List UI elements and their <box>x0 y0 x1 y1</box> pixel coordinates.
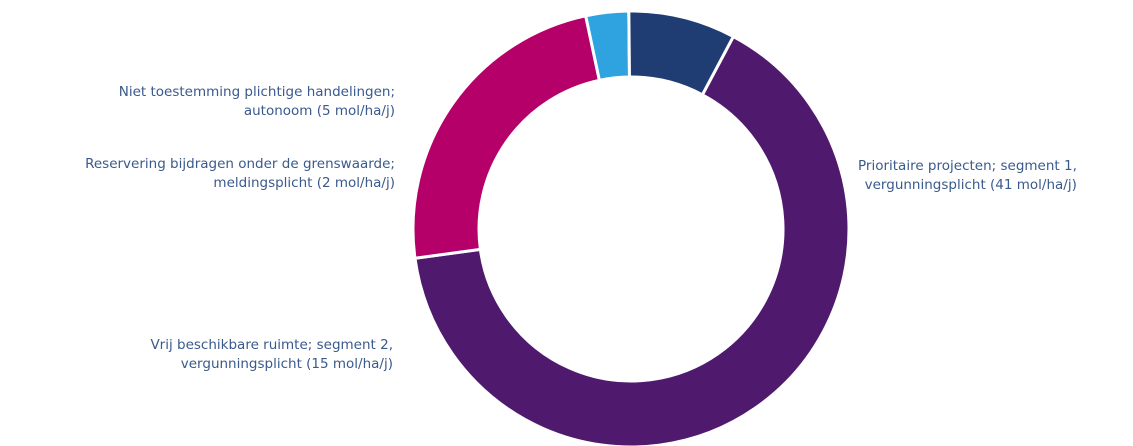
slice-label-line: Vrij beschikbare ruimte; segment 2, <box>150 337 393 353</box>
donut-slices <box>411 9 851 446</box>
donut-slice-0 <box>413 34 851 446</box>
donut-slice-3 <box>627 9 736 97</box>
slice-label-vrij-beschikbare-ruimte: Vrij beschikbare ruimte; segment 2, verg… <box>150 336 393 374</box>
slice-label-prioritaire-projecten: Prioritaire projecten; segment 1, vergun… <box>858 157 1077 195</box>
slice-label-line: vergunningsplicht (15 mol/ha/j) <box>180 356 393 372</box>
slice-label-line: Niet toestemming plichtige handelingen; <box>118 84 395 100</box>
slice-label-line: meldingsplicht (2 mol/ha/j) <box>213 175 395 191</box>
slice-label-line: autonoom (5 mol/ha/j) <box>243 103 395 119</box>
slice-label-line: Prioritaire projecten; segment 1, <box>858 158 1077 174</box>
slice-label-line: Reservering bijdragen onder de grenswaar… <box>85 156 395 172</box>
slice-label-reservering: Reservering bijdragen onder de grenswaar… <box>85 155 395 193</box>
slice-label-niet-toestemming: Niet toestemming plichtige handelingen; … <box>119 83 395 121</box>
donut-slice-1 <box>411 13 602 260</box>
slice-label-line: vergunningsplicht (41 mol/ha/j) <box>864 177 1077 193</box>
